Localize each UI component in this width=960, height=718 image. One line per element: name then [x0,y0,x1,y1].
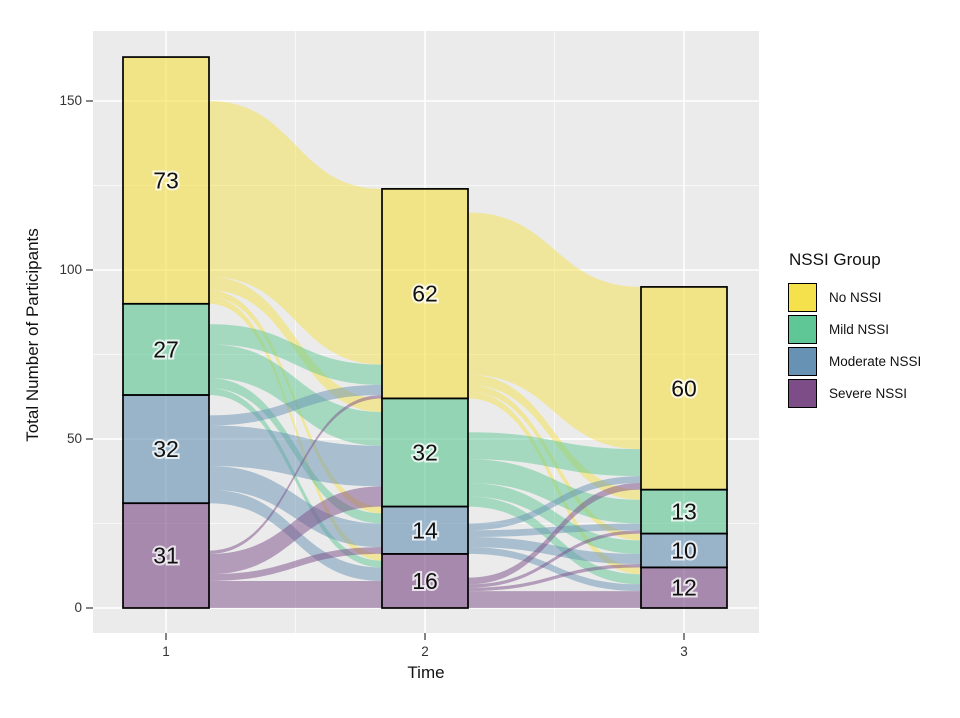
legend-label: Mild NSSI [829,322,890,337]
legend-item: Moderate NSSI [788,347,921,376]
svg-text:60: 60 [671,375,697,401]
y-tick-label: 50 [66,431,82,446]
legend: NSSI Group No NSSI Mild NSSI Moderate NS… [788,250,921,411]
svg-text:27: 27 [153,336,179,362]
x-tick-label: 2 [421,644,429,659]
y-tick-label: 150 [59,93,82,108]
svg-text:10: 10 [671,538,697,564]
legend-item: No NSSI [788,283,921,312]
legend-swatch-severe-nssi [788,379,817,408]
legend-label: No NSSI [829,290,882,305]
svg-text:14: 14 [412,517,438,543]
legend-swatch-no-nssi [788,283,817,312]
y-axis-title: Total Number of Participants [23,228,42,442]
legend-label: Moderate NSSI [829,354,922,369]
svg-text:73: 73 [153,167,179,193]
legend-label: Severe NSSI [829,386,908,401]
legend-swatch-moderate-nssi [788,347,817,376]
svg-text:32: 32 [412,440,438,466]
svg-text:12: 12 [671,575,697,601]
svg-text:32: 32 [153,436,179,462]
svg-text:16: 16 [412,568,438,594]
legend-item: Mild NSSI [788,315,921,344]
y-tick-label: 100 [59,262,82,277]
svg-text:62: 62 [412,281,438,307]
legend-title: NSSI Group [789,250,881,269]
x-tick-label: 3 [680,644,688,659]
svg-text:13: 13 [671,499,697,525]
legend-swatch-mild-nssi [788,315,817,344]
svg-text:31: 31 [153,543,179,569]
legend-item: Severe NSSI [788,379,921,408]
x-tick-label: 1 [162,644,170,659]
y-tick-label: 0 [74,600,82,615]
x-axis-title: Time [407,663,445,682]
